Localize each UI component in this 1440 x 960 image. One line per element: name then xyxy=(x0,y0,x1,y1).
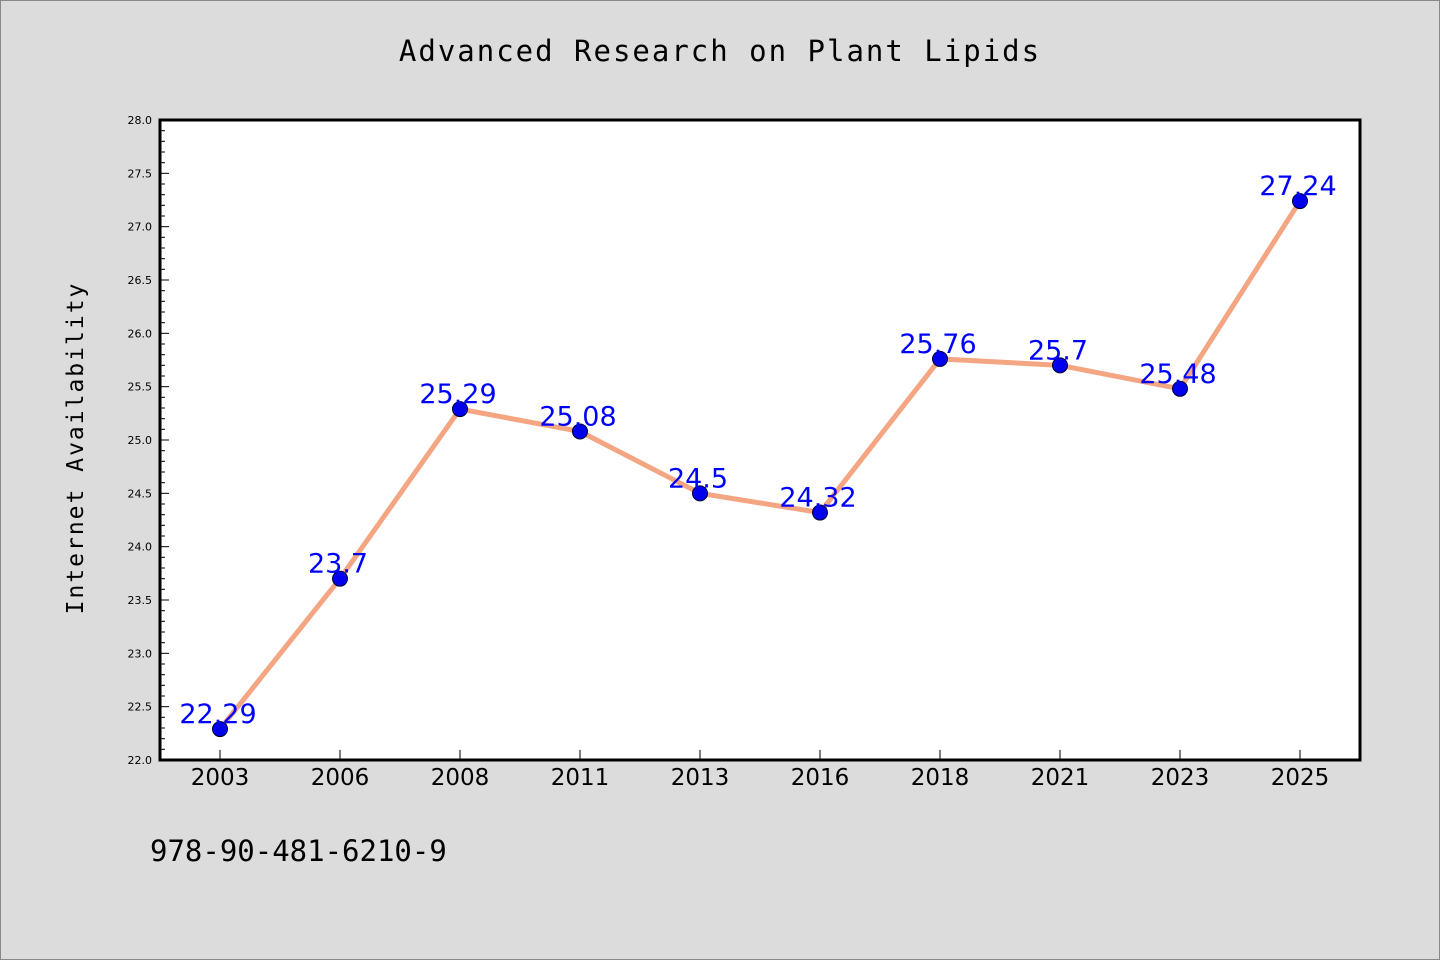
data-point xyxy=(452,401,468,418)
y-tick-label: 26.0 xyxy=(128,327,153,340)
plot-area xyxy=(158,118,1362,762)
y-tick-label: 22.0 xyxy=(128,754,153,767)
y-tick-label: 28.0 xyxy=(128,114,153,127)
data-label: 27.24 xyxy=(1259,171,1336,202)
y-tick-label: 27.0 xyxy=(128,221,153,234)
data-label: 22.29 xyxy=(179,699,256,730)
data-label: 25.76 xyxy=(899,329,976,360)
data-point xyxy=(1052,357,1068,374)
series-line xyxy=(217,198,1303,732)
y-tick-label: 25.5 xyxy=(128,381,153,394)
data-label: 23.7 xyxy=(308,549,368,580)
chart-title: Advanced Research on Plant Lipids xyxy=(398,34,1042,68)
data-label: 25.7 xyxy=(1028,335,1088,366)
data-point xyxy=(332,570,348,587)
data-point xyxy=(572,423,588,440)
x-tick-label: 2018 xyxy=(911,765,970,791)
data-point xyxy=(692,485,708,502)
data-label: 25.29 xyxy=(419,379,496,410)
data-label: 24.32 xyxy=(779,483,856,514)
y-tick-label: 22.5 xyxy=(128,701,153,714)
x-tick-label: 2011 xyxy=(551,765,610,791)
y-tick-label: 23.5 xyxy=(128,594,153,607)
x-tick-label: 2003 xyxy=(191,765,250,791)
data-point xyxy=(1172,380,1188,397)
data-point xyxy=(812,504,828,521)
y-tick-label: 24.0 xyxy=(128,541,153,554)
y-tick-label: 26.5 xyxy=(128,274,153,287)
x-tick-label: 2023 xyxy=(1151,765,1210,791)
data-label: 25.08 xyxy=(539,401,616,432)
y-tick-label: 27.5 xyxy=(128,167,153,180)
x-tick-label: 2006 xyxy=(311,765,370,791)
x-tick-label: 2008 xyxy=(431,765,490,791)
x-tick-label: 2021 xyxy=(1031,765,1090,791)
data-point xyxy=(1292,193,1308,210)
data-label: 24.5 xyxy=(668,463,728,494)
x-tick-label: 2016 xyxy=(791,765,850,791)
y-tick-label: 24.5 xyxy=(128,487,153,500)
data-point xyxy=(212,721,228,738)
y-tick-label: 25.0 xyxy=(128,434,153,447)
data-label: 25.48 xyxy=(1139,359,1216,390)
data-point xyxy=(932,350,948,367)
isbn-footnote: 978-90-481-6210-9 xyxy=(150,834,447,868)
x-tick-label: 2013 xyxy=(671,765,730,791)
y-tick-label: 23.0 xyxy=(128,647,153,660)
x-tick-label: 2025 xyxy=(1271,765,1330,791)
